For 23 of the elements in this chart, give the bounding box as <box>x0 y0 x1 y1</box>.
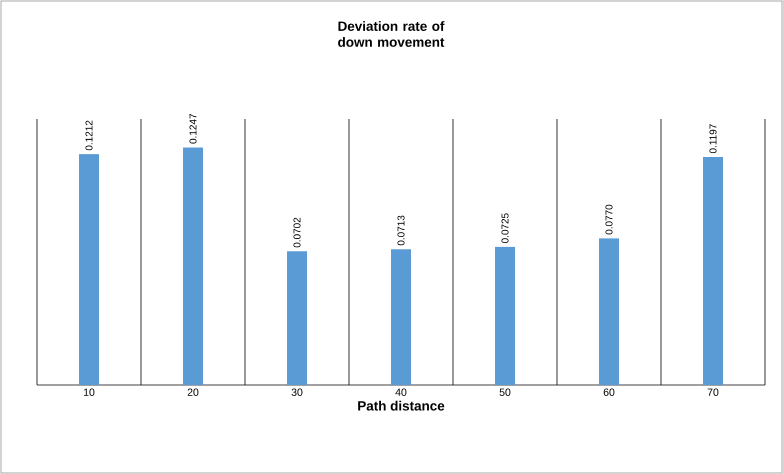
x-axis-title: Path distance <box>358 400 444 411</box>
x-tick-label: 30 <box>292 388 302 396</box>
x-tick-label: 50 <box>500 388 510 396</box>
data-label: 0.0725 <box>501 213 509 243</box>
x-tick-label: 60 <box>604 388 614 396</box>
x-tick-label: 20 <box>188 388 198 396</box>
data-label: 0.0702 <box>293 218 301 248</box>
bar <box>183 147 204 385</box>
data-label: 0.0713 <box>397 216 405 246</box>
bar <box>391 249 412 385</box>
bar <box>703 157 724 385</box>
bar <box>287 251 308 385</box>
bar <box>599 238 620 385</box>
data-label: 0.0770 <box>605 204 613 234</box>
x-tick-label: 70 <box>708 388 718 396</box>
x-tick-label: 40 <box>395 388 406 396</box>
data-label: 0.1247 <box>189 114 197 144</box>
bar <box>79 154 100 385</box>
data-label: 0.1212 <box>85 120 93 150</box>
x-tick-label: 10 <box>84 388 94 396</box>
data-label: 0.1197 <box>709 124 717 154</box>
bar <box>495 246 516 385</box>
chart-title: Deviation rate of down movement <box>338 21 444 47</box>
